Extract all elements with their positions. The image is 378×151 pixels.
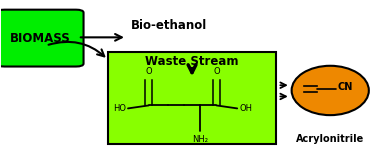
Text: O: O xyxy=(146,66,152,76)
Text: HO: HO xyxy=(113,104,126,113)
Text: CN: CN xyxy=(337,82,352,92)
Text: Acrylonitrile: Acrylonitrile xyxy=(296,134,364,144)
Text: Bio-ethanol: Bio-ethanol xyxy=(131,19,207,32)
FancyBboxPatch shape xyxy=(0,10,84,67)
Text: O: O xyxy=(213,66,220,76)
Text: OH: OH xyxy=(239,104,252,113)
Ellipse shape xyxy=(291,66,369,115)
Text: NH₂: NH₂ xyxy=(192,135,208,144)
Text: Waste Stream: Waste Stream xyxy=(145,55,239,68)
FancyBboxPatch shape xyxy=(108,51,276,144)
Text: BIOMASS: BIOMASS xyxy=(10,32,71,45)
